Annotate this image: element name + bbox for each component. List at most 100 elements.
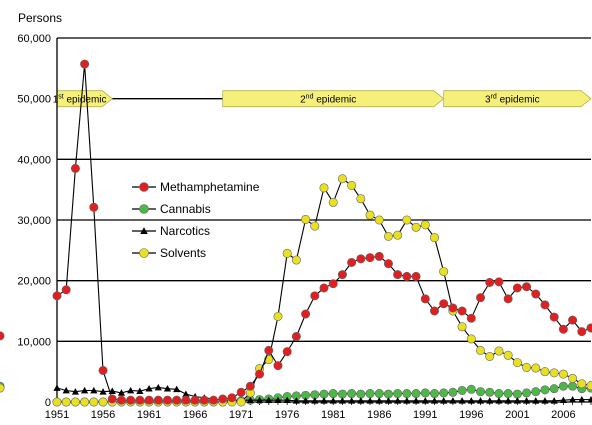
y-tick-label: 60,000 — [17, 33, 51, 45]
data-point — [578, 395, 586, 403]
legend-marker — [140, 227, 148, 235]
data-point — [245, 381, 255, 391]
data-point — [264, 345, 274, 355]
data-point — [532, 397, 540, 404]
data-point — [587, 395, 592, 403]
data-point — [457, 322, 467, 332]
data-point — [494, 389, 504, 399]
data-point — [62, 386, 70, 394]
data-point — [80, 397, 90, 407]
data-point — [70, 397, 80, 407]
data-point — [549, 368, 559, 378]
data-point — [292, 397, 300, 404]
y-axis-label: Persons — [18, 11, 62, 25]
data-point — [383, 231, 393, 241]
x-tick-label: 1996 — [459, 409, 483, 421]
legend-bg — [128, 177, 228, 195]
x-tick-label: 1991 — [413, 409, 437, 421]
y-tick-label: 50,000 — [17, 94, 51, 106]
epidemic-label: 2nd epidemic — [300, 94, 356, 106]
data-point — [494, 346, 504, 356]
data-point — [98, 397, 108, 407]
data-point — [440, 397, 448, 404]
data-point — [70, 163, 80, 173]
data-point — [558, 381, 568, 391]
data-point — [319, 183, 329, 193]
data-point — [89, 202, 99, 212]
legend: Methamphetamine Cannabis Narcotics Solvents — [128, 177, 260, 261]
data-point — [531, 387, 541, 397]
data-point — [356, 389, 366, 399]
data-point — [348, 397, 356, 404]
legend-label: Narcotics — [160, 224, 210, 238]
x-tick-label: 2006 — [551, 409, 575, 421]
data-point — [320, 397, 328, 404]
data-point — [439, 388, 449, 398]
data-point — [457, 385, 467, 395]
data-point — [116, 395, 126, 405]
data-point — [503, 389, 513, 399]
data-point — [357, 397, 365, 404]
data-point — [365, 210, 375, 220]
data-point — [494, 277, 504, 287]
x-tick-label: 1971 — [229, 409, 253, 421]
x-tick-label: 1981 — [321, 409, 345, 421]
data-point — [568, 395, 577, 403]
data-point — [420, 294, 430, 304]
data-point — [531, 363, 541, 373]
data-point — [126, 395, 136, 405]
data-point — [476, 345, 486, 355]
data-point — [366, 397, 374, 404]
data-point — [319, 389, 329, 399]
data-point — [558, 324, 568, 334]
data-point — [163, 385, 172, 392]
data-point — [522, 388, 532, 398]
data-point — [144, 395, 154, 405]
data-point — [466, 313, 476, 323]
data-point — [154, 383, 162, 391]
data-point — [586, 381, 592, 391]
data-point — [153, 395, 163, 405]
data-point — [394, 397, 402, 404]
data-point — [549, 384, 559, 394]
x-tick-label: 1986 — [367, 409, 391, 421]
data-point — [135, 395, 145, 405]
data-point — [374, 251, 384, 261]
data-point — [273, 311, 283, 321]
data-point — [246, 396, 254, 404]
data-point — [467, 397, 475, 404]
data-point — [107, 394, 117, 404]
data-point — [486, 397, 494, 404]
data-point — [337, 174, 347, 184]
y-tick-label: 10,000 — [17, 336, 51, 348]
data-point — [586, 323, 592, 333]
data-point — [71, 388, 80, 395]
data-point — [421, 397, 429, 404]
data-point — [328, 389, 338, 399]
data-point — [236, 387, 246, 397]
data-point — [291, 331, 301, 341]
data-point — [301, 214, 311, 224]
data-point — [540, 300, 550, 310]
data-point — [209, 395, 219, 405]
data-point — [466, 334, 476, 344]
data-point — [558, 369, 568, 379]
data-point — [412, 397, 420, 404]
data-point — [549, 312, 559, 322]
data-point — [136, 387, 144, 394]
x-tick-label: 1951 — [45, 409, 69, 421]
data-point — [52, 397, 62, 407]
data-point — [476, 397, 485, 404]
data-point — [319, 283, 329, 293]
epidemic-arrows: 1st epidemic 2nd epidemic 3rd epidemic — [53, 90, 592, 108]
data-point — [181, 395, 191, 405]
data-point — [301, 309, 311, 319]
data-point — [383, 389, 393, 399]
y-tick-label: 0 — [45, 397, 51, 409]
data-point — [420, 388, 430, 398]
data-point — [337, 270, 347, 280]
data-point — [439, 299, 449, 309]
data-point — [485, 277, 495, 287]
data-point — [310, 291, 320, 301]
